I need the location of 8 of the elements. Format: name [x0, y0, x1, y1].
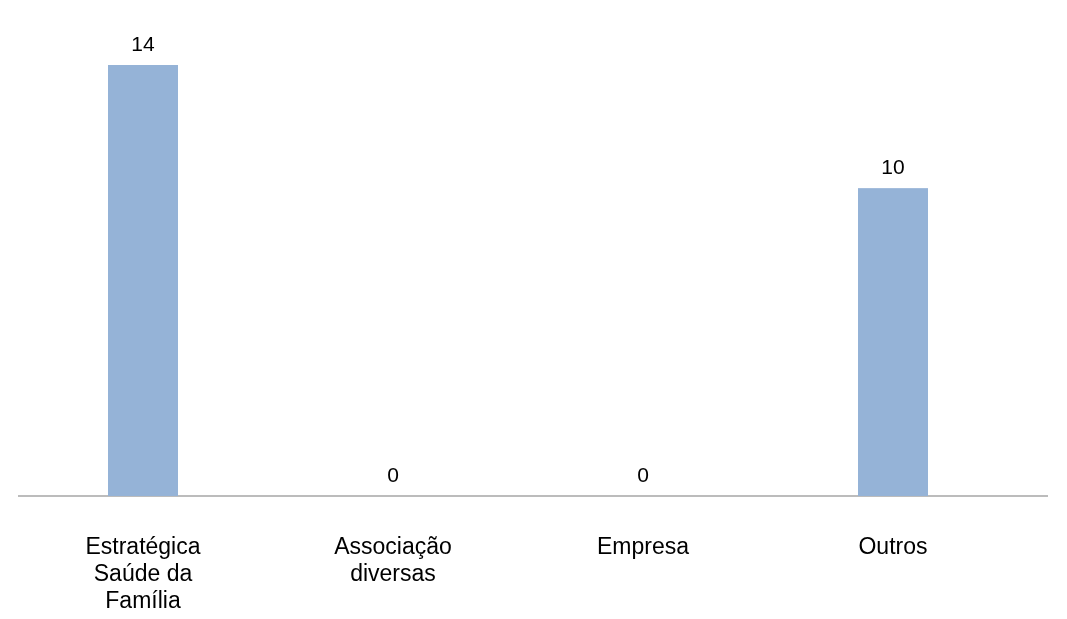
x-tick-label: Empresa [596, 533, 690, 559]
data-label: 14 [131, 32, 155, 55]
x-tick-label: Estratégica Saúde da Família [85, 533, 201, 613]
data-label: 10 [881, 155, 905, 179]
data-label: 0 [387, 463, 399, 486]
x-tick-label: Outros [858, 533, 928, 559]
x-tick-label: Associação diversas [334, 533, 452, 586]
data-label: 0 [637, 463, 649, 486]
